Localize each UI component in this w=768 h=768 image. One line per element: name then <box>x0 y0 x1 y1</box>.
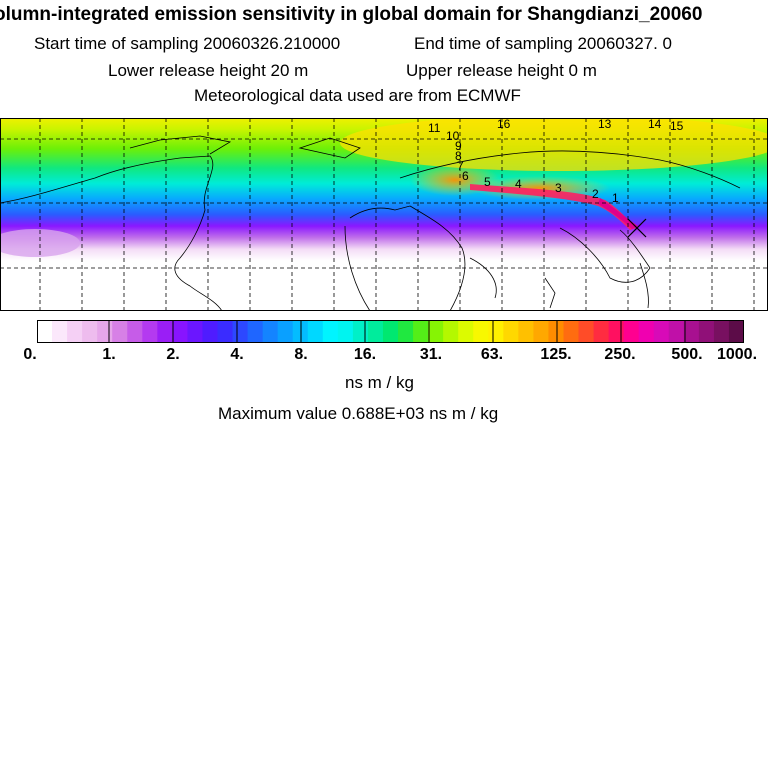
colorbar-segment <box>728 320 744 343</box>
trajectory-labels: 11 10 16 13 14 15 9 8 7 6 5 4 3 2 1 <box>428 118 684 205</box>
meteorological-data-note: Meteorological data used are from ECMWF <box>194 86 521 105</box>
colorbar-segment <box>67 320 83 343</box>
colorbar-tick: 125. <box>540 346 572 363</box>
colorbar-segment <box>277 320 294 343</box>
traj-label: 11 <box>428 121 441 135</box>
colorbar-tick: 8. <box>294 346 308 363</box>
colorbar-segment <box>563 320 580 343</box>
end-sampling-time: End time of sampling 20060327. 0 <box>414 34 673 53</box>
traj-label: 16 <box>497 118 511 131</box>
high-sensitivity-band <box>340 118 768 171</box>
lower-release-height: Lower release height 20 m <box>108 61 309 80</box>
colorbar-tick: 250. <box>604 346 636 363</box>
colorbar-segment <box>713 320 730 343</box>
colorbar-segment <box>52 320 68 343</box>
traj-label: 14 <box>648 118 662 131</box>
colorbar-segment <box>202 320 219 343</box>
west-pink-patch <box>0 229 80 257</box>
colorbar-segment <box>518 320 534 343</box>
colorbar-segment <box>683 320 700 343</box>
colorbar-segment <box>127 320 143 343</box>
colorbar <box>37 320 744 343</box>
colorbar-tick: 1. <box>102 346 116 363</box>
colorbar-segment <box>97 320 113 343</box>
colorbar-tick: 1000. <box>716 346 758 363</box>
colorbar-segment <box>82 320 98 343</box>
upper-release-height: Upper release height 0 m <box>406 61 597 80</box>
colorbar-segment <box>428 320 444 343</box>
traj-label: 9 <box>455 139 462 153</box>
colorbar-segment <box>37 320 53 343</box>
colorbar-tick: 63. <box>480 346 504 363</box>
colorbar-segment <box>352 320 369 343</box>
coastlines <box>0 135 741 311</box>
traj-label: 15 <box>670 119 684 133</box>
colorbar-segment <box>638 320 655 343</box>
colorbar-segment <box>593 320 610 343</box>
traj-label: 5 <box>484 175 491 189</box>
colorbar-segment <box>112 320 128 343</box>
plot-title: olumn-integrated emission sensitivity in… <box>0 4 703 25</box>
colorbar-unit: ns m / kg <box>345 373 414 392</box>
colorbar-segment <box>578 320 595 343</box>
colorbar-segment <box>367 320 384 343</box>
colorbar-segment <box>503 320 519 343</box>
colorbar-segment <box>187 320 204 343</box>
colorbar-segment <box>473 320 489 343</box>
colorbar-segment <box>232 320 249 343</box>
colorbar-segment <box>142 320 158 343</box>
emission-sensitivity-map: 11 10 16 13 14 15 9 8 7 6 5 4 3 2 1 <box>0 118 768 311</box>
colorbar-border <box>37 320 744 343</box>
colorbar-segment <box>247 320 264 343</box>
traj-label: 2 <box>592 187 599 201</box>
traj-label: 4 <box>515 177 522 191</box>
colorbar-segment <box>548 320 565 343</box>
receptor-marker <box>627 218 647 238</box>
colorbar-tick: 0. <box>23 346 37 363</box>
traj-label: 6 <box>462 169 469 183</box>
colorbar-segment <box>262 320 279 343</box>
colorbar-segment <box>623 320 640 343</box>
colorbar-tick: 31. <box>419 346 443 363</box>
colorbar-segment <box>322 320 339 343</box>
traj-label: 1 <box>612 191 619 205</box>
magenta-plume <box>598 198 638 229</box>
colorbar-tick: 500. <box>671 346 703 363</box>
traj-label: 8 <box>455 149 462 163</box>
colorbar-segment <box>443 320 459 343</box>
colorbar-segment <box>337 320 354 343</box>
traj-label: 13 <box>598 118 612 131</box>
colorbar-tick: 4. <box>230 346 244 363</box>
colorbar-tick: 2. <box>166 346 180 363</box>
red-plume <box>470 184 636 230</box>
colorbar-segment <box>398 320 414 343</box>
colorbar-segment <box>172 320 189 343</box>
colorbar-tick: 16. <box>353 346 377 363</box>
traj-label: 3 <box>555 181 562 195</box>
colorbar-segment <box>608 320 625 343</box>
colorbar-segment <box>157 320 173 343</box>
maximum-value: Maximum value 0.688E+03 ns m / kg <box>218 404 499 423</box>
colorbar-segment <box>217 320 234 343</box>
traj-label: 10 <box>446 129 460 143</box>
colorbar-segment <box>533 320 550 343</box>
colorbar-segment <box>413 320 429 343</box>
graticule <box>0 118 768 311</box>
start-sampling-time: Start time of sampling 20060326.210000 <box>34 34 341 53</box>
colorbar-segment <box>307 320 324 343</box>
colorbar-segment <box>698 320 715 343</box>
traj-label: 7 <box>457 159 464 173</box>
colorbar-segment <box>488 320 504 343</box>
colorbar-segment <box>668 320 685 343</box>
colorbar-segment <box>458 320 474 343</box>
colorbar-segment <box>382 320 399 343</box>
colorbar-segment <box>653 320 670 343</box>
